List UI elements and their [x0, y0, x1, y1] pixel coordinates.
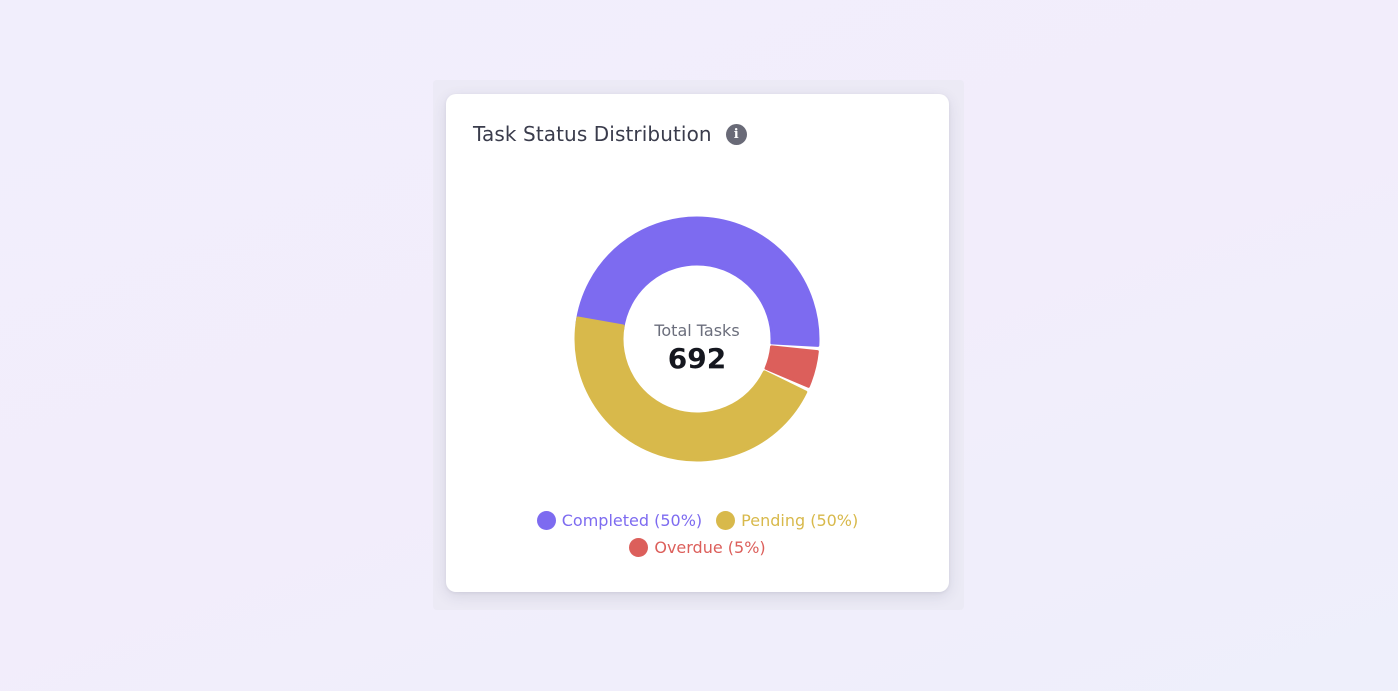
- legend-label-completed: Completed (50%): [561, 511, 703, 530]
- donut-slice-pending[interactable]: [574, 316, 808, 462]
- legend-label-overdue: Overdue (5%): [654, 538, 766, 557]
- card-header: Task Status Distribution i: [473, 122, 747, 146]
- center-label: Total Tasks: [654, 321, 740, 340]
- donut-slice-overdue[interactable]: [764, 345, 819, 388]
- legend-item-completed[interactable]: Completed (50%): [536, 511, 703, 530]
- donut-chart: [574, 216, 820, 462]
- chart-legend: Completed (50%) Pending (50%) Overdue (5%): [486, 511, 909, 557]
- legend-item-pending[interactable]: Pending (50%): [716, 511, 858, 530]
- task-status-card: Task Status Distribution i Total Tasks 6…: [446, 94, 949, 592]
- info-icon[interactable]: i: [725, 123, 747, 145]
- card-title: Task Status Distribution: [473, 122, 712, 146]
- center-value: 692: [667, 342, 727, 375]
- legend-label-pending: Pending (50%): [741, 511, 859, 530]
- legend-dot-pending: [716, 511, 736, 530]
- legend-dot-completed: [536, 511, 556, 530]
- legend-dot-overdue: [629, 538, 649, 557]
- donut-slice-completed[interactable]: [575, 216, 820, 347]
- legend-item-overdue[interactable]: Overdue (5%): [629, 538, 766, 557]
